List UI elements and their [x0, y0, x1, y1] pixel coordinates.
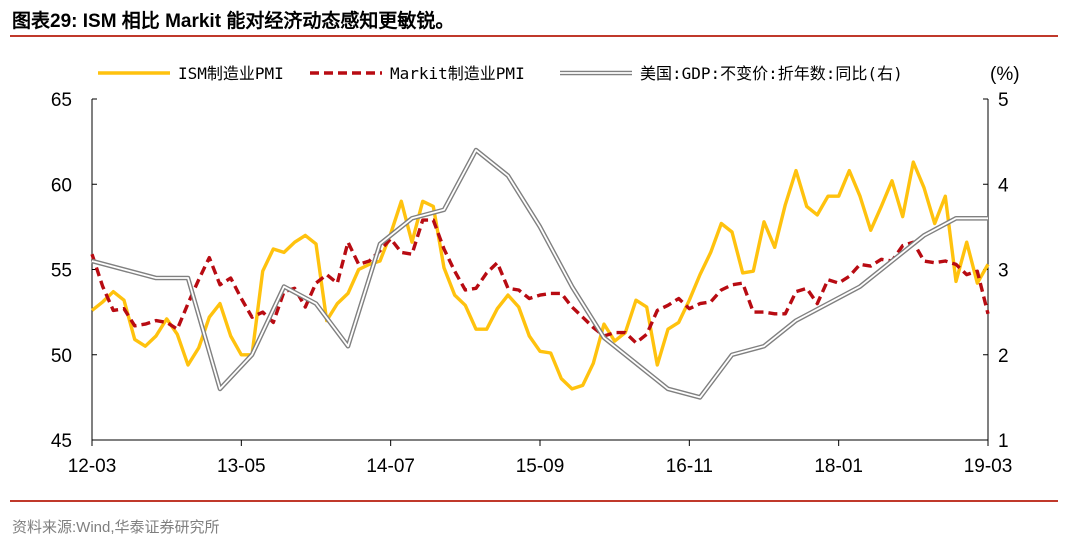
line-chart: ISM制造业PMI Markit制造业PMI 美国:GDP:不变价:折年数:同比(右… [51, 64, 1020, 477]
right-tick-label: 3 [998, 261, 1009, 282]
right-tick-label: 4 [998, 175, 1009, 196]
left-tick-label: 45 [51, 431, 72, 452]
legend-label: Markit制造业PMI [390, 64, 525, 83]
series-line-1 [90, 160, 990, 391]
left-tick-label: 50 [51, 346, 72, 367]
chart-legend: ISM制造业PMI Markit制造业PMI 美国:GDP:不变价:折年数:同比(右… [98, 64, 1020, 85]
title-divider [10, 35, 1058, 37]
x-tick-label: 13-05 [217, 456, 266, 477]
right-axis-unit-label: (%) [990, 64, 1020, 85]
legend-label: 美国:GDP:不变价:折年数:同比(右) [640, 64, 903, 83]
right-tick-label: 2 [998, 346, 1009, 367]
right-tick-label: 5 [998, 90, 1009, 111]
left-tick-label: 65 [51, 90, 72, 111]
source-note: 资料来源:Wind,华泰证券研究所 [12, 519, 220, 536]
right-tick-label: 1 [998, 431, 1009, 452]
x-tick-label: 14-07 [366, 456, 415, 477]
left-tick-label: 60 [51, 175, 72, 196]
series-layer [90, 147, 990, 400]
x-tick-label: 15-09 [516, 456, 565, 477]
series-line-3-inner [91, 149, 988, 399]
legend-label: ISM制造业PMI [178, 64, 284, 83]
footer-divider [10, 500, 1058, 502]
chart-title: 图表29: ISM 相比 Markit 能对经济动态感知更敏锐。 [12, 11, 455, 32]
x-tick-label: 16-11 [666, 456, 713, 477]
series-line-2 [90, 218, 990, 345]
x-tick-label: 19-03 [964, 456, 1013, 477]
x-tick-label: 12-03 [68, 456, 117, 477]
left-tick-label: 55 [51, 261, 72, 282]
x-tick-label: 18-01 [814, 456, 863, 477]
